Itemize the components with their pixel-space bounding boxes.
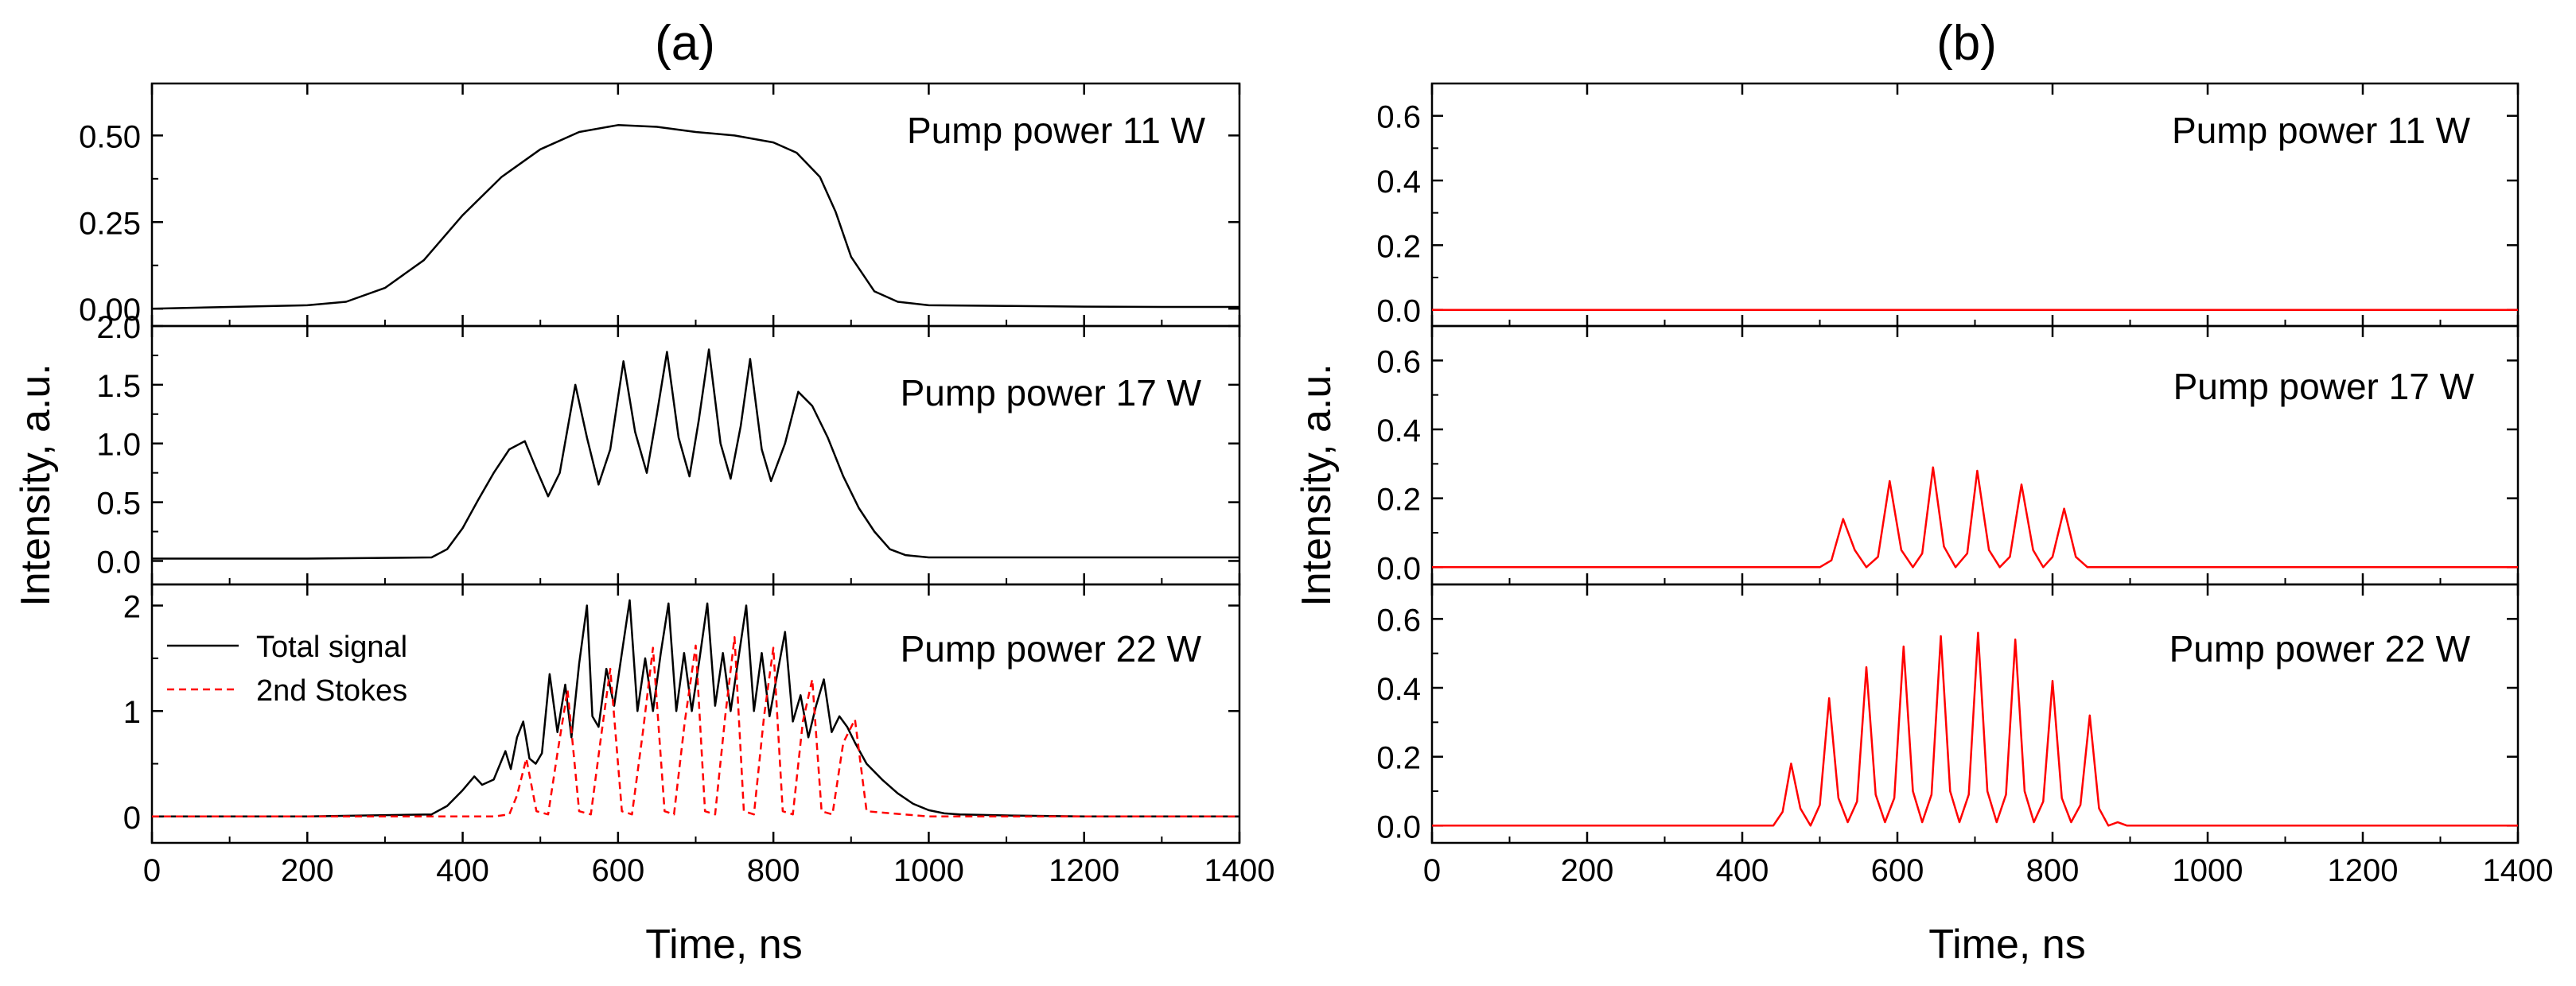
x-tick-label: 800 (747, 853, 800, 888)
series-total-signal (152, 599, 1239, 818)
y-tick-label: 0.6 (1376, 100, 1421, 135)
y-tick-label: 0 (123, 801, 141, 836)
legend-label-total-signal: Total signal (256, 631, 407, 664)
y-tick-label: 0.0 (96, 545, 141, 580)
chart-a-label: (a) (655, 16, 715, 71)
chart-b-label: (b) (1936, 16, 1997, 71)
x-tick-label: 1000 (2173, 853, 2243, 888)
x-tick-label: 1200 (1049, 853, 1119, 888)
y-tick-label: 0.50 (79, 119, 141, 154)
series-2nd-stokes (1432, 631, 2518, 827)
legend: Total signal 2nd Stokes (167, 631, 407, 708)
chart-b-ylabel: Intensity, a.u. (1294, 363, 1340, 606)
series-2nd-stokes (1432, 466, 2518, 569)
chart-b-panel-3-title: Pump power 22 W (2169, 628, 2471, 670)
chart-a-panel-2-title: Pump power 17 W (901, 372, 1202, 413)
series-total-signal (151, 124, 1239, 310)
chart-a: (a) Intensity, a.u. Time, ns Pump power … (13, 16, 1274, 968)
x-tick-label: 1200 (2328, 853, 2399, 888)
chart-b-panel-3: Pump power 22 W 0.0 0.2 0.4 0.6 (1376, 583, 2520, 844)
y-tick-label: 0.6 (1376, 344, 1421, 379)
x-tick-label: 0 (143, 853, 161, 888)
x-tick-label: 1400 (1204, 853, 1275, 888)
y-tick-label: 0.2 (1376, 741, 1421, 776)
chart-a-panel-1-title: Pump power 11 W (907, 110, 1206, 151)
x-tick-label: 800 (2026, 853, 2080, 888)
y-tick-label: 0.2 (1376, 483, 1421, 518)
chart-a-panel-1: Pump power 11 W 0.00 0.25 0.50 (79, 82, 1241, 328)
y-tick-label: 0.0 (1376, 294, 1421, 329)
legend-label-2nd-stokes: 2nd Stokes (256, 674, 407, 708)
x-tick-label: 200 (1561, 853, 1614, 888)
chart-a-xlabel: Time, ns (645, 922, 802, 968)
chart-a-panel-3: Pump power 22 W Total signal 2nd Stokes … (123, 583, 1241, 844)
y-tick-label: 1.0 (96, 428, 141, 463)
y-tick-label: 0.0 (1376, 551, 1421, 586)
y-tick-label: 1 (123, 695, 141, 730)
y-tick-label: 0.00 (79, 293, 141, 328)
chart-b: (b) Intensity, a.u. Time, ns Pump power … (1294, 16, 2553, 968)
y-tick-label: 0.2 (1376, 229, 1421, 264)
y-tick-label: 1.5 (96, 369, 141, 404)
y-tick-label: 0.0 (1376, 809, 1421, 844)
y-tick-label: 2 (123, 590, 141, 625)
chart-b-panel-2-title: Pump power 17 W (2173, 366, 2475, 407)
chart-a-panel-3-title: Pump power 22 W (901, 628, 1202, 670)
panel-frame (150, 583, 1241, 844)
y-tick-label: 0.4 (1376, 413, 1421, 448)
x-tick-label: 0 (1423, 853, 1441, 888)
chart-b-panel-1-title: Pump power 11 W (2172, 110, 2471, 151)
chart-b-panel-2: Pump power 17 W 0.0 0.2 0.4 0.6 (1376, 324, 2520, 586)
chart-a-ylabel: Intensity, a.u. (13, 363, 59, 606)
y-tick-label: 0.4 (1376, 672, 1421, 707)
series-2nd-stokes (152, 636, 1239, 818)
y-tick-label: 0.6 (1376, 603, 1421, 638)
x-tick-label: 600 (591, 853, 644, 888)
y-tick-label: 0.5 (96, 487, 141, 522)
y-tick-label: 0.4 (1376, 165, 1421, 200)
chart-b-xlabel: Time, ns (1928, 922, 2085, 968)
x-tick-label: 200 (281, 853, 334, 888)
x-tick-label: 400 (1716, 853, 1769, 888)
y-tick-label: 2.0 (96, 310, 141, 345)
panel-frame (150, 324, 1241, 586)
chart-a-panel-2: Pump power 17 W 0.0 0.5 1.0 1.5 2.0 (96, 310, 1241, 586)
y-tick-label: 0.25 (79, 206, 141, 241)
chart-b-panel-1: Pump power 11 W 0.0 0.2 0.4 0.6 (1376, 82, 2520, 329)
series-total-signal (152, 348, 1239, 560)
panel-frame (1430, 324, 2520, 586)
x-tick-label: 1400 (2483, 853, 2554, 888)
x-tick-label: 600 (1871, 853, 1924, 888)
x-tick-label: 400 (436, 853, 489, 888)
panel-frame (1430, 583, 2520, 844)
x-tick-label: 1000 (893, 853, 964, 888)
